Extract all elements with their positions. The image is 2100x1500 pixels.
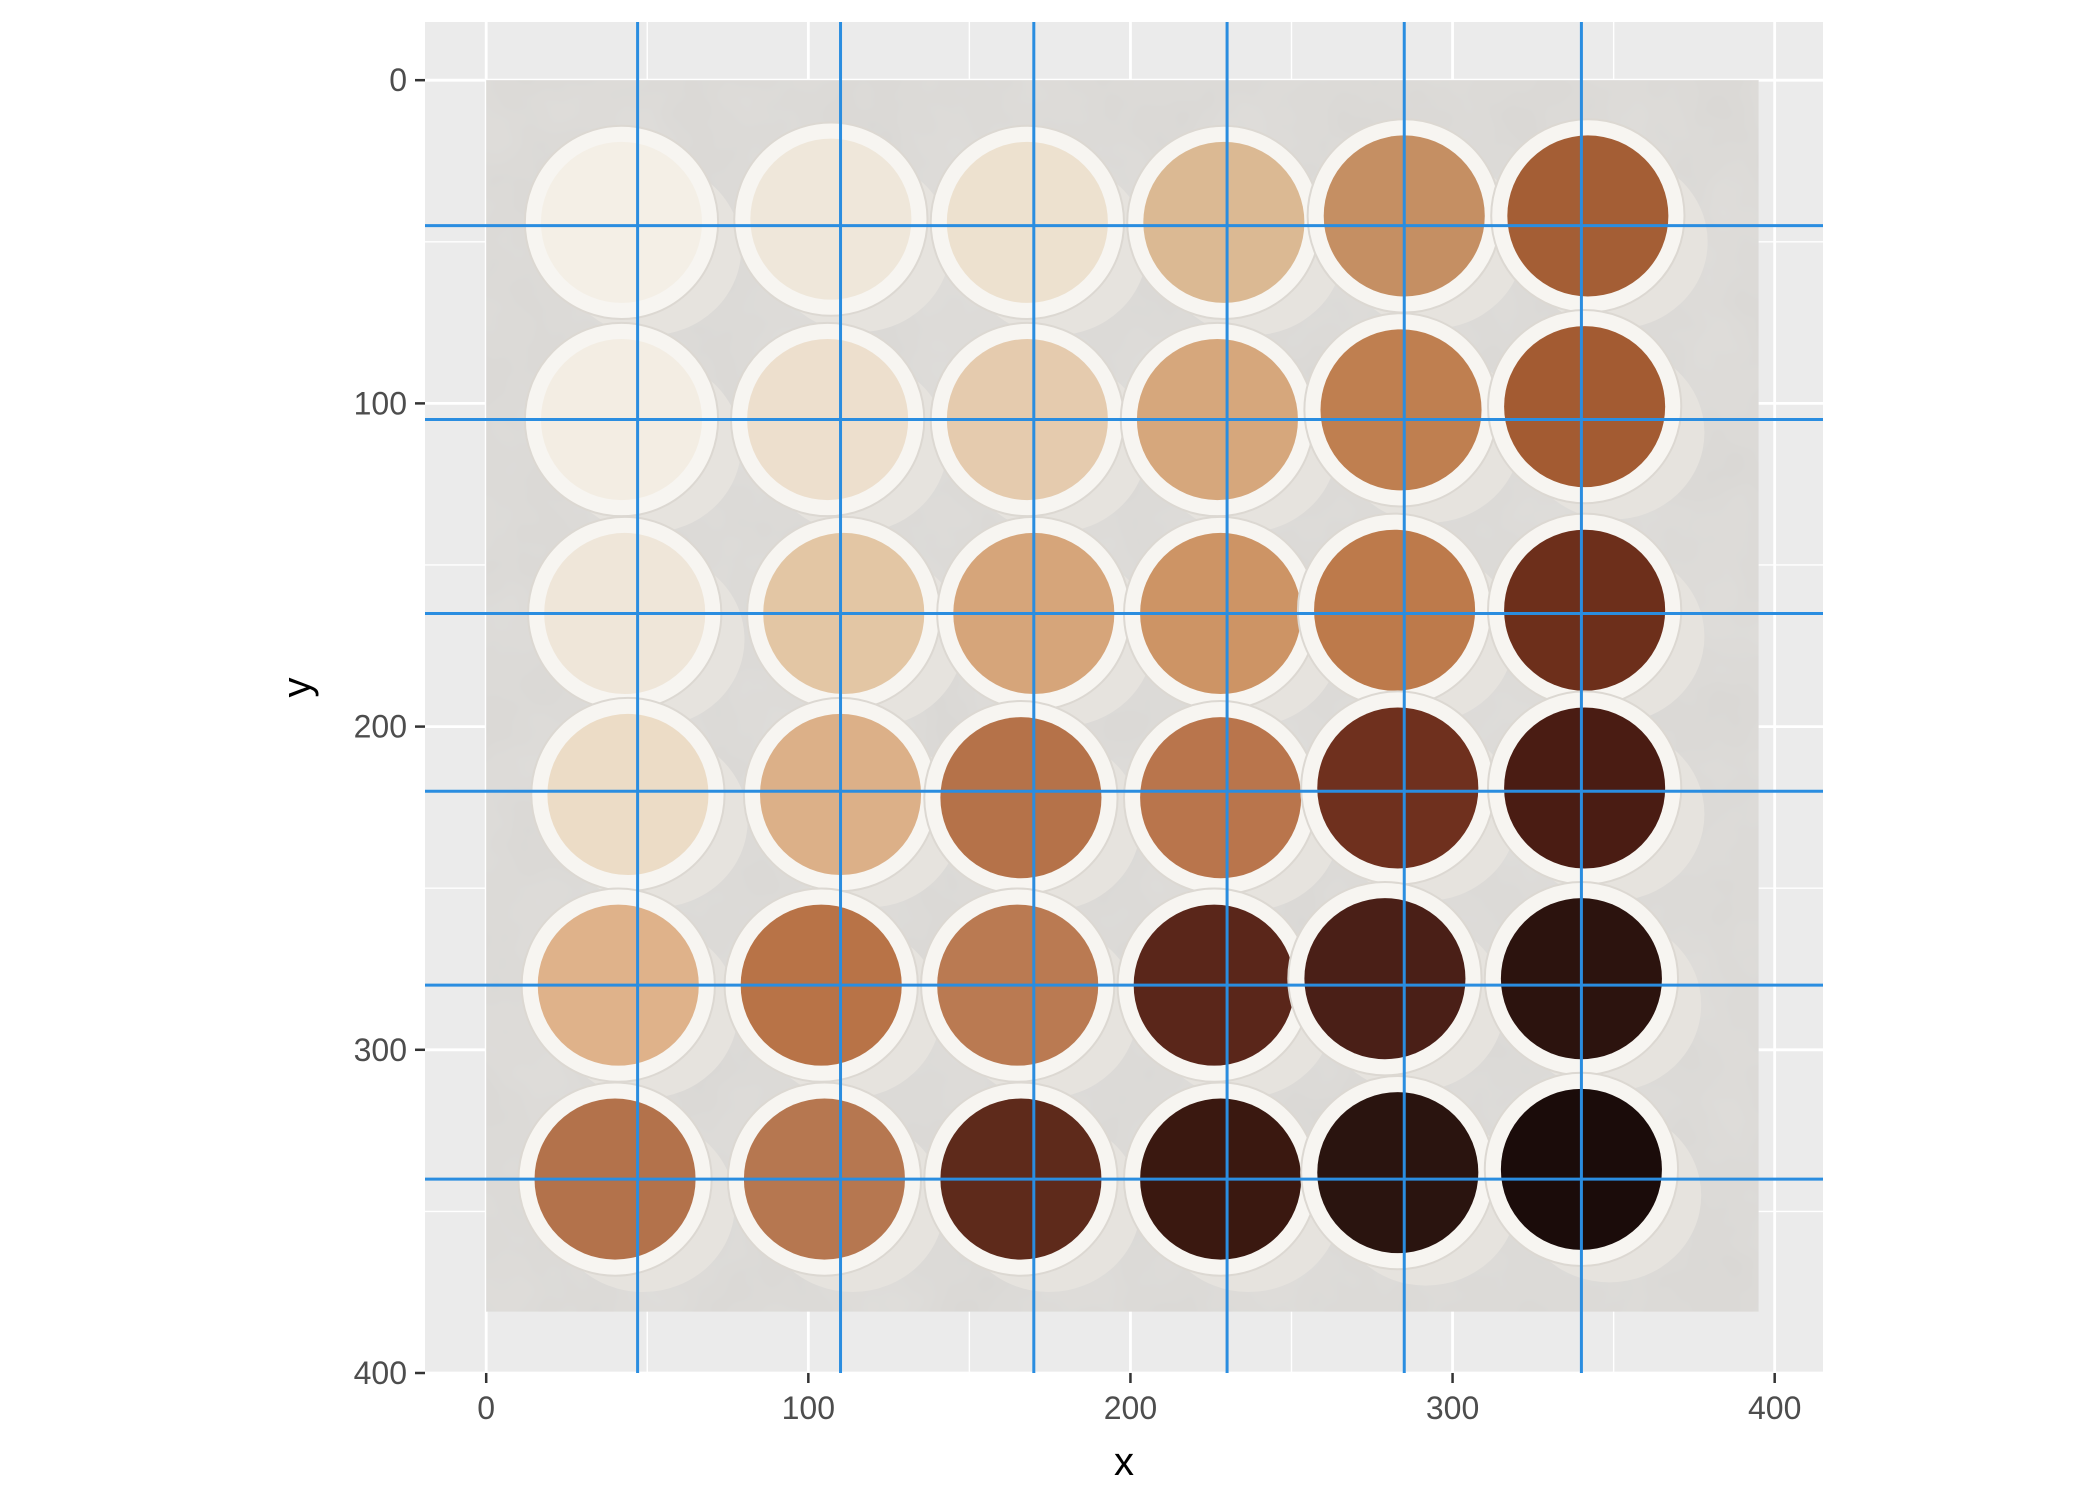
cup-liquid bbox=[1504, 707, 1666, 869]
axes: 0 100 200 300 400 0 100 200 300 400 bbox=[354, 62, 1802, 1426]
reference-lines bbox=[425, 22, 1823, 1373]
cup-liquid bbox=[1504, 529, 1666, 691]
cup-liquid bbox=[940, 717, 1102, 879]
y-tick-label: 300 bbox=[354, 1032, 407, 1068]
cup-liquid bbox=[1140, 717, 1302, 879]
cup-liquid bbox=[1314, 529, 1476, 691]
cup-liquid bbox=[1143, 141, 1305, 303]
y-tick-label: 100 bbox=[354, 385, 407, 421]
cup-liquid bbox=[750, 138, 912, 300]
cup-liquid bbox=[547, 713, 709, 875]
cup-liquid bbox=[1504, 326, 1666, 488]
cup-liquid bbox=[1507, 135, 1669, 297]
x-tick-label: 100 bbox=[782, 1390, 835, 1426]
x-axis-title: x bbox=[1114, 1440, 1134, 1484]
cup-liquid bbox=[1304, 898, 1466, 1060]
y-tick-label: 200 bbox=[354, 709, 407, 745]
x-tick-label: 0 bbox=[477, 1390, 495, 1426]
cup-liquid bbox=[1317, 1092, 1479, 1254]
coffee-cups-photo bbox=[486, 80, 1759, 1312]
cup-liquid bbox=[946, 141, 1108, 303]
x-tick-label: 300 bbox=[1426, 1390, 1479, 1426]
x-tick-label: 200 bbox=[1104, 1390, 1157, 1426]
x-tick-label: 400 bbox=[1748, 1390, 1801, 1426]
cup-liquid bbox=[1320, 329, 1482, 491]
y-axis-title: y bbox=[275, 678, 319, 698]
cup-liquid bbox=[540, 141, 703, 303]
cup-liquid bbox=[1317, 707, 1479, 869]
y-tick-label: 0 bbox=[389, 62, 407, 98]
y-tick-label: 400 bbox=[354, 1355, 407, 1391]
